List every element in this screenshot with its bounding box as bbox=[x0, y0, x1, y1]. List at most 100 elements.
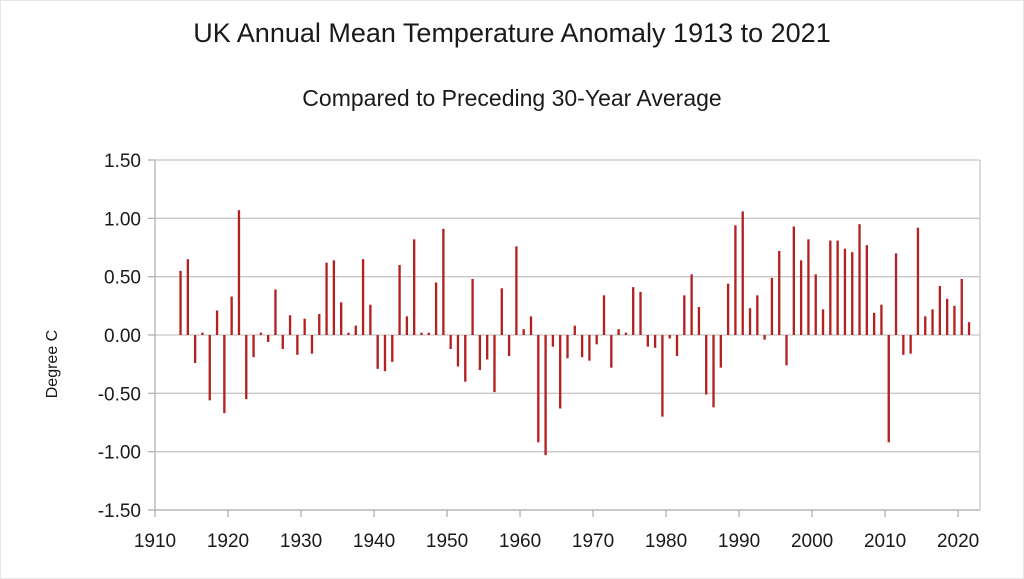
bar bbox=[610, 335, 613, 368]
bar bbox=[252, 335, 255, 358]
bar bbox=[208, 335, 211, 401]
bar bbox=[266, 335, 270, 342]
bar bbox=[967, 322, 971, 335]
bar bbox=[347, 332, 350, 335]
bar bbox=[522, 329, 525, 335]
bar bbox=[471, 279, 474, 335]
bar bbox=[303, 318, 306, 335]
bar bbox=[237, 210, 241, 335]
bar bbox=[179, 270, 182, 335]
bar bbox=[361, 259, 365, 335]
bar bbox=[223, 335, 226, 414]
bar bbox=[478, 335, 482, 370]
bars bbox=[179, 210, 971, 456]
bar bbox=[821, 309, 825, 335]
bar bbox=[683, 295, 686, 335]
bar bbox=[193, 335, 197, 363]
bar bbox=[829, 240, 832, 335]
x-tick-label: 1990 bbox=[718, 531, 760, 552]
bar bbox=[960, 279, 963, 335]
bar bbox=[872, 312, 876, 335]
x-tick-label: 1920 bbox=[207, 531, 249, 552]
bar bbox=[559, 335, 562, 409]
y-tick-label: -0.50 bbox=[98, 384, 141, 405]
bar bbox=[690, 274, 693, 335]
bar bbox=[537, 335, 540, 443]
bar bbox=[449, 335, 452, 349]
bar bbox=[763, 335, 766, 340]
bar bbox=[259, 332, 263, 335]
bar bbox=[632, 287, 635, 335]
y-tick-labels: -1.50 -1.00 -0.50 0.00 0.50 1.00 1.50 bbox=[98, 151, 141, 522]
bar bbox=[318, 314, 321, 335]
x-tick-label: 1970 bbox=[572, 531, 614, 552]
bar bbox=[456, 335, 460, 367]
bar bbox=[931, 309, 934, 335]
bar bbox=[332, 260, 336, 335]
x-tick-label: 2000 bbox=[791, 531, 833, 552]
bar bbox=[391, 335, 394, 362]
y-tick-label: -1.50 bbox=[98, 501, 141, 522]
bar bbox=[427, 332, 430, 335]
bar bbox=[726, 283, 730, 335]
bar bbox=[602, 295, 606, 335]
bar bbox=[245, 335, 248, 400]
bar bbox=[405, 316, 409, 335]
bar bbox=[595, 335, 598, 345]
x-tick-label: 1960 bbox=[499, 531, 541, 552]
bar bbox=[887, 335, 890, 443]
bar bbox=[580, 335, 584, 358]
bar bbox=[712, 335, 715, 408]
bar bbox=[486, 335, 489, 360]
chart-subtitle: Compared to Preceding 30-Year Average bbox=[302, 85, 722, 111]
x-tick-label: 1940 bbox=[353, 531, 395, 552]
bar bbox=[836, 240, 839, 335]
bar bbox=[938, 286, 942, 335]
x-tick-label: 2010 bbox=[864, 531, 906, 552]
bar bbox=[434, 282, 438, 335]
bar bbox=[778, 251, 781, 335]
bar bbox=[413, 239, 416, 335]
chart-title: UK Annual Mean Temperature Anomaly 1913 … bbox=[193, 18, 831, 48]
bar bbox=[843, 248, 847, 335]
bar bbox=[274, 289, 277, 335]
bar bbox=[858, 224, 861, 335]
bar bbox=[507, 335, 511, 356]
bar bbox=[916, 227, 920, 335]
axes bbox=[148, 159, 980, 517]
bar bbox=[880, 304, 883, 335]
bar bbox=[675, 335, 679, 356]
bar bbox=[420, 332, 423, 335]
x-tick-labels: 1910 1920 1930 1940 1950 1960 1970 1980 1990 2000… bbox=[134, 531, 979, 552]
bar bbox=[639, 291, 642, 335]
bar bbox=[354, 325, 357, 335]
y-tick-label: 1.50 bbox=[104, 151, 141, 172]
bar bbox=[799, 260, 803, 335]
bar bbox=[529, 316, 533, 335]
bar bbox=[369, 304, 372, 335]
y-tick-label: 0.00 bbox=[104, 326, 141, 347]
y-tick-label: -1.00 bbox=[98, 443, 141, 464]
bar bbox=[646, 335, 649, 347]
bar bbox=[924, 316, 927, 335]
bar bbox=[953, 305, 956, 335]
bar bbox=[770, 277, 774, 335]
bar bbox=[288, 315, 292, 335]
bar bbox=[851, 252, 854, 335]
bar bbox=[785, 335, 788, 366]
bar bbox=[734, 225, 737, 335]
bar bbox=[376, 335, 379, 369]
bar bbox=[748, 308, 752, 335]
bar bbox=[215, 310, 219, 335]
gridlines bbox=[155, 159, 981, 511]
bar bbox=[814, 274, 817, 335]
bar bbox=[617, 329, 620, 335]
bar bbox=[296, 335, 299, 355]
bar bbox=[705, 335, 708, 395]
bar bbox=[719, 335, 722, 368]
y-tick-label: 1.00 bbox=[104, 209, 141, 230]
bar bbox=[741, 211, 744, 335]
bar bbox=[945, 298, 949, 335]
bar bbox=[186, 259, 190, 335]
